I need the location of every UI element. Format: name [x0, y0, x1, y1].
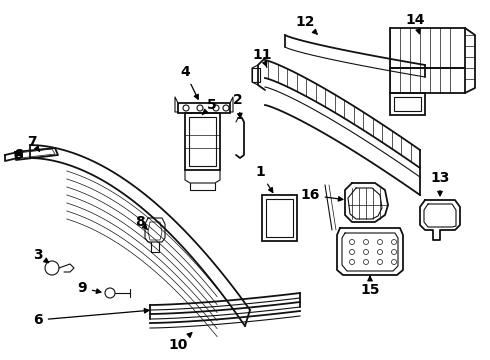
Text: 14: 14 — [405, 13, 425, 34]
Bar — [390, 93, 425, 115]
Text: 10: 10 — [168, 333, 192, 352]
Bar — [266, 199, 293, 237]
Bar — [185, 113, 220, 170]
Text: 13: 13 — [430, 171, 450, 196]
Bar — [262, 195, 297, 241]
Bar — [189, 117, 216, 166]
Text: 7: 7 — [27, 135, 40, 152]
Bar — [252, 68, 260, 82]
Text: 6: 6 — [13, 148, 23, 162]
Text: 9: 9 — [77, 281, 101, 295]
Text: 3: 3 — [33, 248, 49, 262]
Bar — [394, 97, 421, 111]
Text: 2: 2 — [233, 93, 243, 118]
Text: 6: 6 — [33, 309, 149, 327]
Text: 8: 8 — [135, 215, 147, 230]
Text: 15: 15 — [360, 276, 380, 297]
Bar — [178, 103, 230, 113]
Text: 12: 12 — [295, 15, 317, 34]
Text: 5: 5 — [202, 98, 217, 114]
Text: 1: 1 — [255, 165, 273, 193]
Bar — [390, 28, 465, 68]
Text: 4: 4 — [180, 65, 198, 99]
Text: 16: 16 — [300, 188, 343, 202]
Text: 11: 11 — [252, 48, 272, 67]
Bar — [390, 68, 465, 93]
